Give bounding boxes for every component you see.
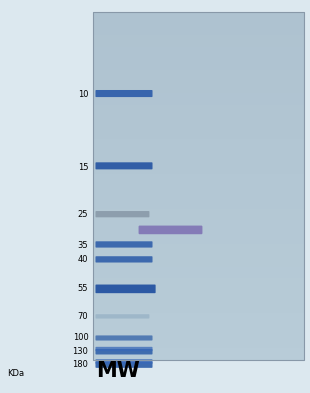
Bar [93,151,304,163]
Text: MW: MW [96,362,140,381]
Text: 130: 130 [73,347,88,356]
Bar [93,255,304,267]
FancyBboxPatch shape [95,211,149,217]
Text: 55: 55 [78,285,88,293]
Bar [93,105,304,116]
FancyBboxPatch shape [95,241,153,248]
FancyBboxPatch shape [95,162,153,169]
Bar [93,267,304,278]
Text: 35: 35 [78,241,88,250]
Bar [93,12,304,360]
Text: 100: 100 [73,334,88,342]
Bar [93,185,304,197]
Bar [93,174,304,186]
Bar [93,116,304,128]
Bar [93,325,304,336]
Bar [93,46,304,58]
Bar [93,23,304,35]
FancyBboxPatch shape [139,226,202,234]
Bar [93,313,304,325]
Text: 10: 10 [78,90,88,99]
Text: 40: 40 [78,255,88,264]
Text: 180: 180 [73,360,88,369]
Bar [93,197,304,209]
FancyBboxPatch shape [95,256,153,263]
Text: 25: 25 [78,210,88,219]
FancyBboxPatch shape [95,285,156,293]
Bar [93,220,304,232]
FancyBboxPatch shape [95,362,153,368]
FancyBboxPatch shape [95,347,153,351]
FancyBboxPatch shape [95,90,153,97]
Bar [93,35,304,47]
Text: 70: 70 [78,312,88,321]
Bar [93,209,304,220]
FancyBboxPatch shape [95,314,149,318]
FancyBboxPatch shape [95,335,153,340]
Bar [93,12,304,24]
Bar [93,163,304,174]
Bar [93,128,304,140]
FancyBboxPatch shape [95,359,153,364]
Bar [93,278,304,290]
Bar [93,58,304,70]
Bar [93,93,304,105]
Bar [93,140,304,151]
Bar [93,302,304,313]
Bar [93,232,304,244]
Bar [93,70,304,81]
Bar [93,12,304,360]
Bar [93,244,304,255]
Bar [93,81,304,93]
Text: 15: 15 [78,163,88,171]
Bar [93,348,304,360]
Text: KDa: KDa [7,369,24,378]
Bar [93,290,304,302]
Bar [93,336,304,348]
FancyBboxPatch shape [95,349,153,354]
